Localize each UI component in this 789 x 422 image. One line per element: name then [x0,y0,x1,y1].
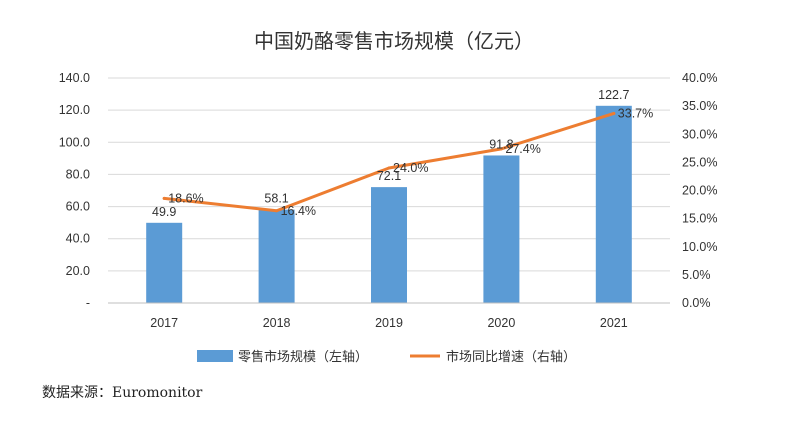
bar [371,187,407,303]
bar [146,222,183,303]
right-axis-tick-label: 10.0% [682,240,717,254]
chart-title: 中国奶酪零售市场规模（亿元） [254,29,534,53]
line-point [387,166,391,170]
left-axis-tick-label: - [86,296,90,310]
x-axis-tick-label: 2020 [487,316,515,330]
line-point [499,147,503,151]
legend-line-label: 市场同比增速（右轴） [446,349,576,365]
legend-bar-swatch [197,350,233,362]
left-axis-tick-label: 60.0 [66,200,90,214]
bar-value-label: 91.8 [489,137,513,151]
right-axis-tick-label: 15.0% [682,212,717,226]
line-value-label: 18.6% [168,191,203,205]
left-axis-tick-label: 140.0 [59,71,90,85]
right-axis-tick-label: 30.0% [682,127,717,141]
source-note: 数据来源：Euromonitor [42,385,203,401]
left-axis-tick-label: 100.0 [59,135,90,149]
left-axis-tick-label: 80.0 [66,167,90,181]
bar-value-label: 72.1 [377,169,401,183]
x-axis: 2017 2018 2019 2020 2021 [108,302,670,330]
line-point [275,209,279,213]
line-point [612,111,616,115]
legend-bar-label: 零售市场规模（左轴） [238,349,368,365]
x-axis-tick-label: 2017 [150,316,178,330]
bar-value-label: 58.1 [264,192,288,206]
line-value-label: 33.7% [618,106,653,120]
right-axis-tick-label: 35.0% [682,99,717,113]
bar-series [146,105,632,303]
bar [483,155,520,303]
left-axis-tick-label: 20.0 [66,264,90,278]
bar-value-label: 49.9 [152,205,176,219]
bar-value-label: 122.7 [598,88,629,102]
x-axis-tick-label: 2019 [375,316,403,330]
legend: 零售市场规模（左轴） 市场同比增速（右轴） [197,349,576,365]
bar [258,209,295,303]
right-axis: 0.0% 5.0% 10.0% 15.0% 20.0% 25.0% 30.0% 35.0% 40… [682,71,717,310]
right-axis-tick-label: 0.0% [682,296,711,310]
line-value-label: 24.0% [393,161,428,175]
right-axis-tick-label: 25.0% [682,155,717,169]
left-axis-tick-label: 40.0 [66,232,90,246]
line-series [162,111,616,213]
left-axis-tick-label: 120.0 [59,103,90,117]
right-axis-tick-label: 20.0% [682,184,717,198]
line-value-label: 16.4% [281,204,316,218]
data-labels: 49.9 58.1 72.1 91.8 122.7 18.6% 16.4% 24.0% 27.4… [152,88,653,219]
right-axis-tick-label: 5.0% [682,268,711,282]
bar [595,105,632,303]
line-value-label: 27.4% [505,142,540,156]
left-axis: - 20.0 40.0 60.0 80.0 100.0 120.0 140.0 [59,71,90,310]
x-axis-tick-label: 2021 [600,316,628,330]
line-point [162,196,166,200]
chart: 中国奶酪零售市场规模（亿元） - 20.0 40.0 60.0 80.0 100.0 120… [59,29,718,365]
x-axis-tick-label: 2018 [263,316,291,330]
right-axis-tick-label: 40.0% [682,71,717,85]
